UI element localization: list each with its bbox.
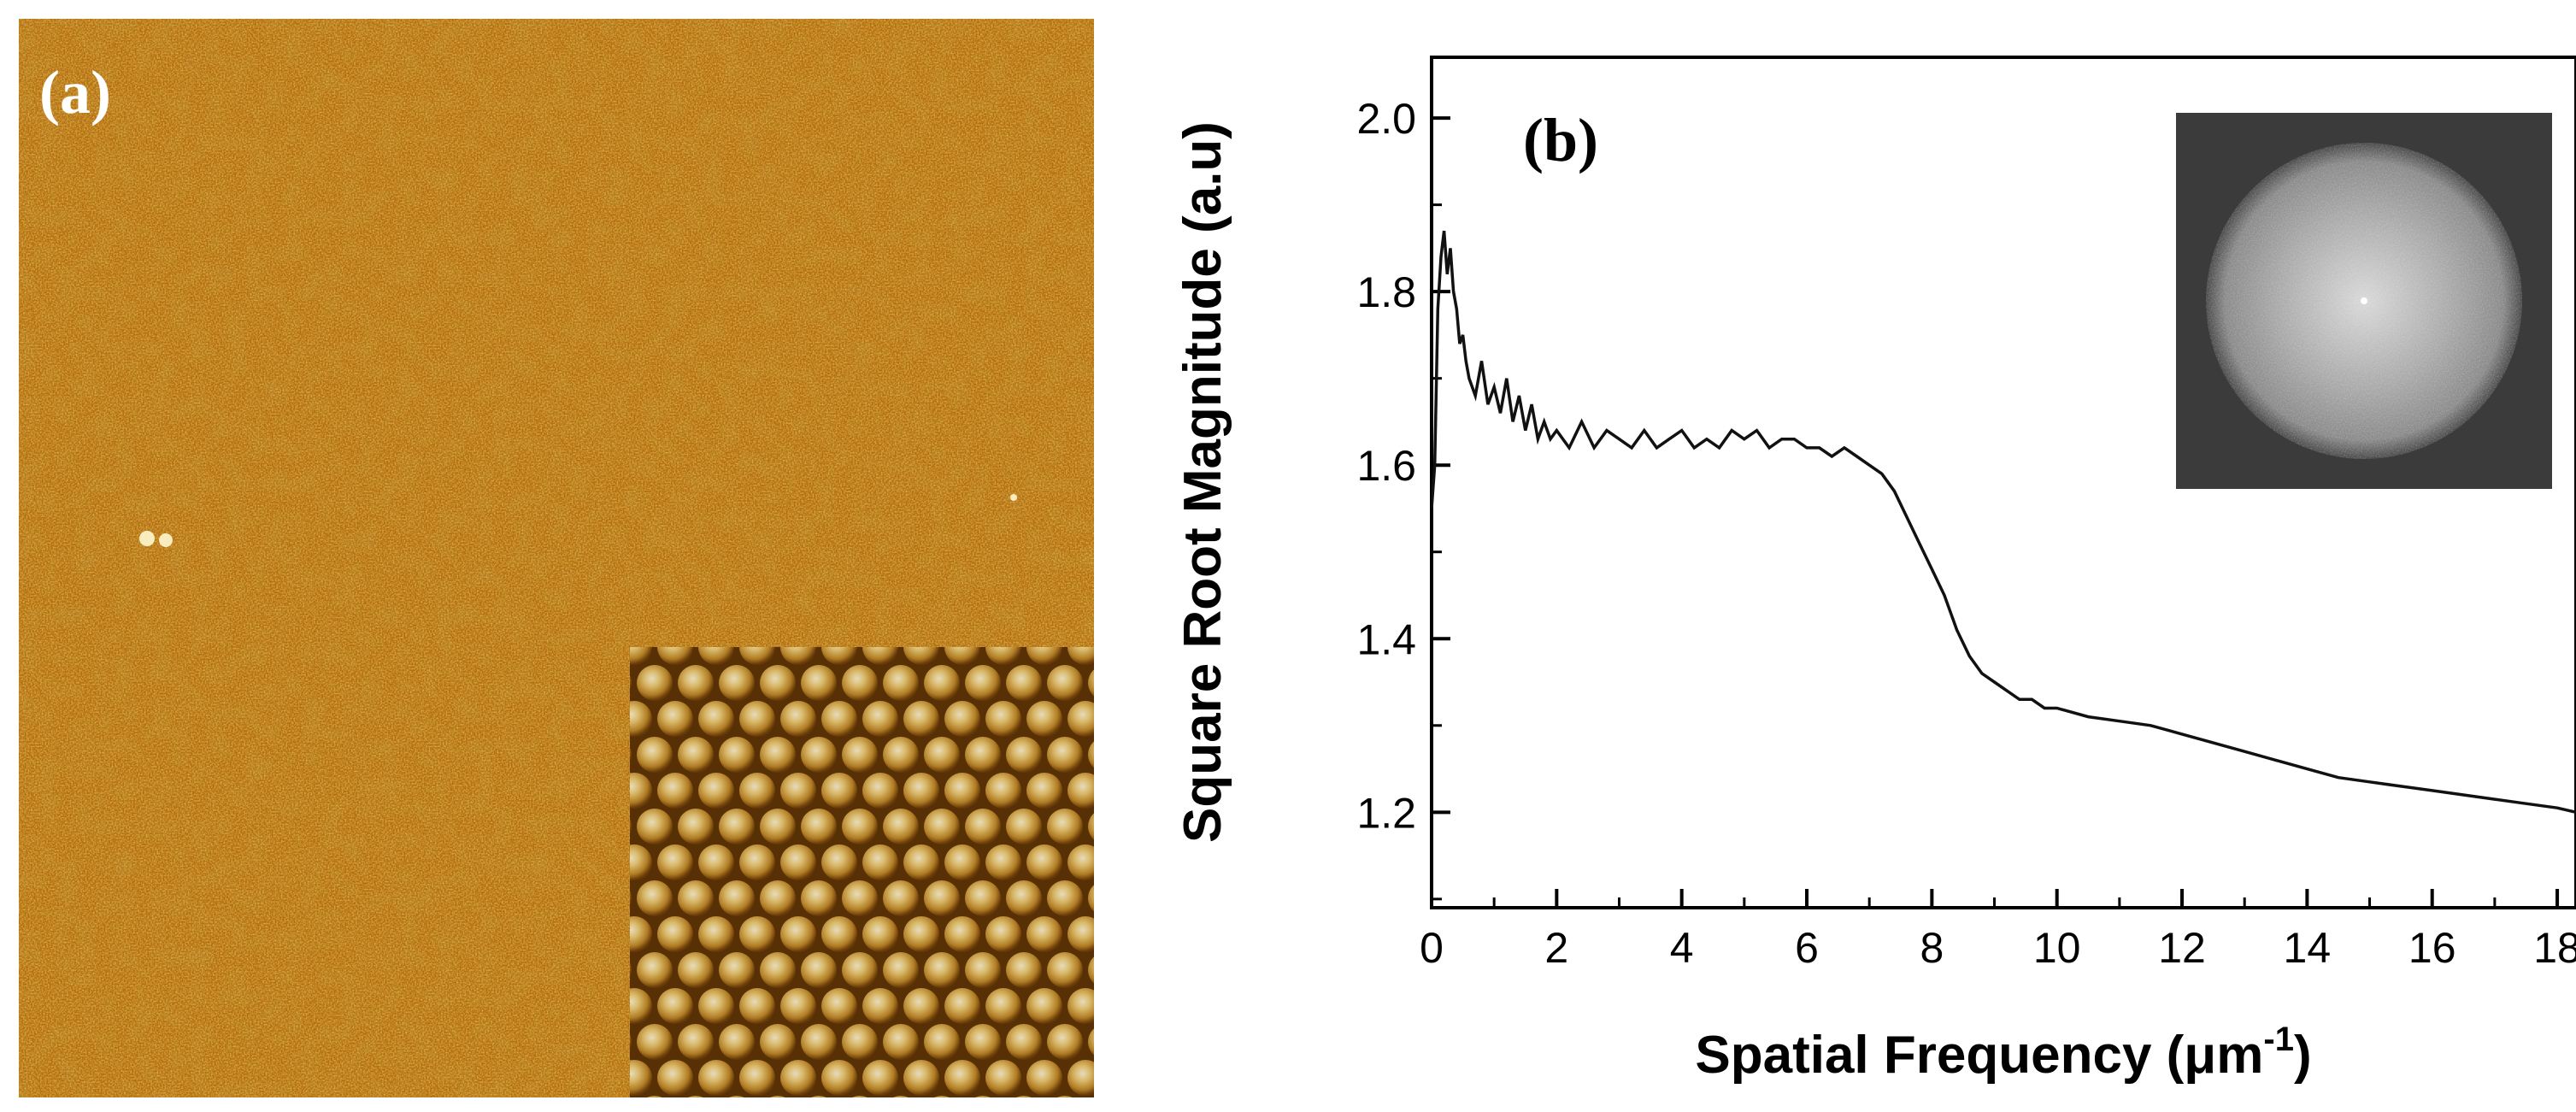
x-tick-label: 10: [2033, 924, 2081, 972]
x-tick-label: 4: [1670, 924, 1694, 972]
panel-b-label: (b): [1523, 106, 1598, 174]
y-tick-label: 1.6: [1356, 442, 1416, 490]
fft-inset-image: [2176, 113, 2552, 489]
x-tick-label: 12: [2158, 924, 2206, 972]
panel-a-label: (a): [39, 58, 111, 126]
x-tick-label: 6: [1795, 924, 1819, 972]
x-tick-label: 0: [1420, 924, 1444, 972]
y-tick-label: 1.2: [1356, 789, 1416, 837]
x-tick-label: 16: [2408, 924, 2456, 972]
y-axis-title: Square Root Magnitude (a.u): [1173, 121, 1232, 843]
afm-topography-image: (a): [19, 19, 1094, 1097]
x-tick-label: 18: [2533, 924, 2576, 972]
y-axis-ticks: 1.2 1.4 1.6 1.8 2.0: [1356, 95, 1450, 901]
plot-frame: [1430, 56, 2576, 909]
y-tick-label: 1.4: [1356, 615, 1416, 663]
afm-zoom-inset: [630, 647, 1094, 1097]
x-tick-label: 14: [2284, 924, 2332, 972]
x-axis-ticks: 0 2 4 6 8 10 12 14 16 18: [1420, 889, 2576, 972]
x-axis-title: Spatial Frequency (μm-1): [1695, 1021, 2311, 1085]
x-tick-label: 8: [1920, 924, 1944, 972]
y-tick-label: 1.8: [1356, 268, 1416, 316]
afm-image-panel: (a): [19, 19, 1094, 1097]
spectrum-chart: 1.2 1.4 1.6 1.8 2.0 0 2 4 6 8 10 12 14 16 18 (b) Spat…: [1173, 56, 2576, 1085]
y-tick-label: 2.0: [1356, 95, 1416, 143]
x-tick-label: 2: [1544, 924, 1568, 972]
series-line-radial-average: [1432, 230, 2576, 815]
spectrum-chart-panel: 1.2 1.4 1.6 1.8 2.0 0 2 4 6 8 10 12 14 16 18 (b) Spat…: [1128, 26, 2576, 1103]
